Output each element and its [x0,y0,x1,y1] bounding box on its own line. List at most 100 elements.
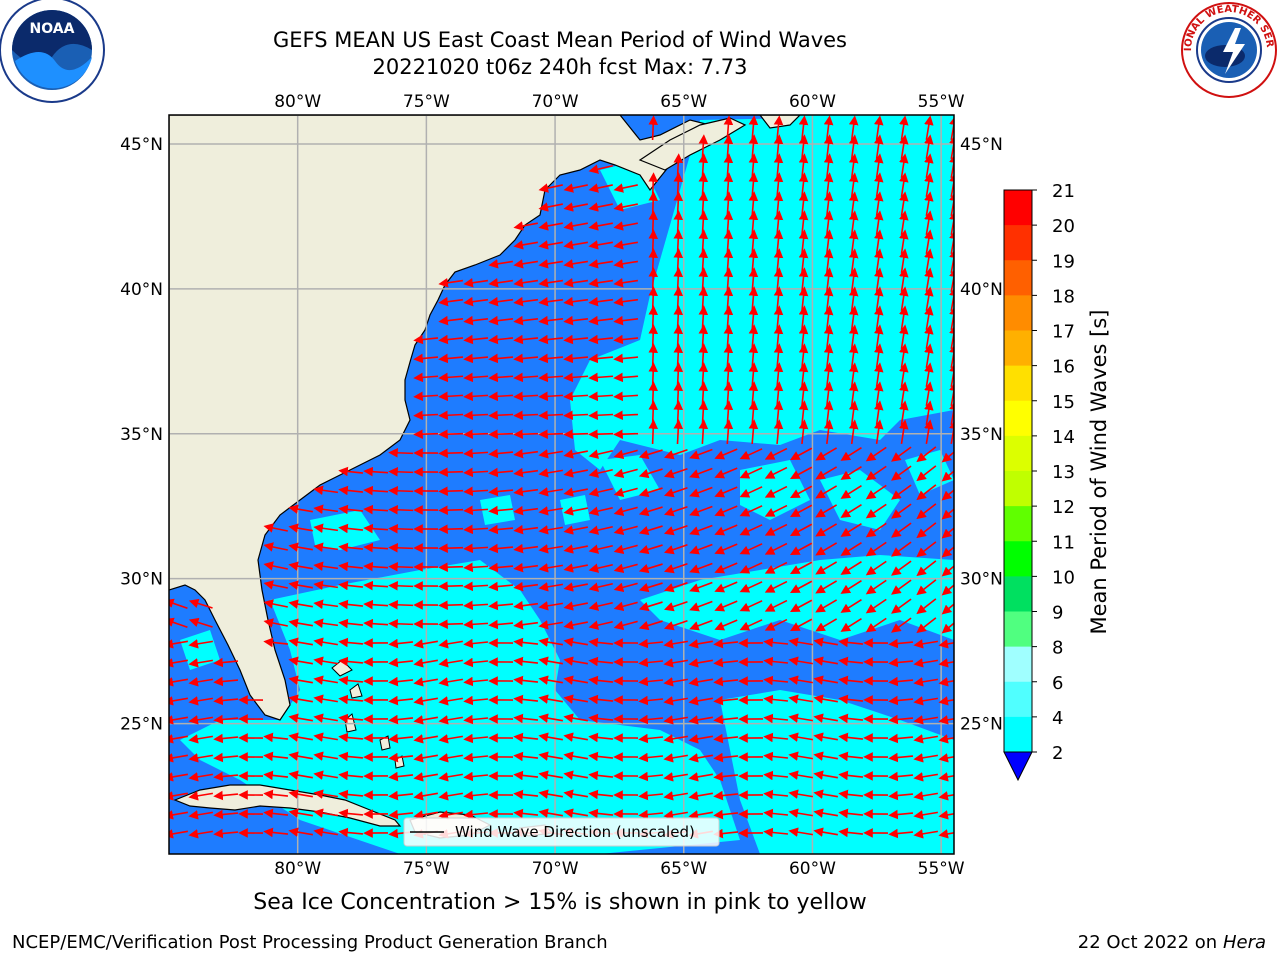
wind-wave-arrow [169,639,188,649]
wind-wave-arrow [689,581,713,593]
wind-wave-arrow [865,560,887,576]
wind-wave-arrow [888,695,914,706]
wind-wave-arrow [313,751,338,761]
colorbar-tick-label: 4 [1052,708,1063,729]
wind-wave-arrow [891,579,912,595]
wind-wave-arrow [488,429,514,439]
wind-wave-arrow [169,658,188,668]
wind-wave-arrow [613,221,638,231]
wind-wave-arrow [739,467,763,479]
wind-wave-arrow [188,715,213,725]
wind-wave-arrow [840,465,862,480]
wind-wave-arrow [288,542,313,552]
wind-wave-arrow [663,715,688,725]
wind-wave-arrow [363,599,389,610]
wind-wave-arrow [338,637,364,648]
wind-wave-arrow [613,468,638,478]
wind-wave-arrow [463,505,489,516]
wind-wave-arrow [463,733,489,744]
wind-wave-arrow [438,581,464,591]
wind-wave-arrow [538,751,563,761]
wind-wave-arrow [815,542,838,556]
wind-wave-arrow [563,353,589,364]
wind-wave-arrow [188,696,213,706]
wind-wave-arrow [263,561,288,571]
wind-wave-arrow [763,827,789,838]
wind-wave-arrow [363,504,389,515]
wind-wave-arrow [388,752,414,763]
wind-wave-arrow [648,210,659,236]
wind-wave-arrow [438,639,463,649]
wind-wave-arrow [739,619,763,631]
wind-wave-arrow [488,467,514,478]
wind-wave-arrow [688,677,713,687]
wind-wave-arrow [388,524,414,534]
wind-wave-arrow [488,486,514,497]
wind-wave-arrow [513,694,539,705]
wind-wave-arrow [288,770,313,780]
wind-wave-arrow [463,809,489,820]
wind-wave-arrow [563,487,588,497]
wind-wave-arrow [338,523,364,534]
credit-left: NCEP/EMC/Verification Post Processing Pr… [12,932,608,953]
wind-wave-arrow [714,581,738,593]
wind-wave-arrow [673,324,684,350]
wind-wave-arrow [288,618,313,628]
wind-wave-arrow [488,353,514,364]
colorbar-tick-label: 21 [1052,181,1075,202]
wind-wave-arrow [941,565,954,577]
wind-wave-arrow [463,524,489,535]
wind-wave-arrow [488,410,514,421]
wind-wave-arrow [916,446,937,463]
credit-right: 22 Oct 2022 on Hera [1078,932,1266,953]
colorbar-tick-label: 18 [1052,286,1075,307]
wind-wave-arrow [663,677,688,687]
colorbar-tick-label: 19 [1052,251,1075,272]
wind-wave-arrow [563,183,588,193]
wind-wave-arrow [338,542,364,553]
wind-wave-arrow [789,485,813,499]
lon-label-bottom: 75°W [403,859,450,879]
wind-wave-arrow [438,715,463,725]
wind-wave-arrow [865,503,887,519]
wind-wave-arrow [673,400,684,426]
wind-wave-arrow [413,353,439,364]
wind-wave-arrow [313,827,338,837]
wind-wave-arrow [916,617,937,634]
wind-wave-arrow [463,600,489,611]
wind-wave-arrow [913,753,938,763]
wind-wave-arrow [563,372,589,383]
wind-wave-arrow [764,504,788,517]
wind-wave-arrow [938,753,954,763]
wind-wave-arrow [313,656,338,666]
wind-wave-arrow [488,562,514,573]
wind-wave-arrow [815,466,838,480]
wind-wave-arrow [739,581,763,593]
wind-wave-arrow [638,601,663,612]
wind-wave-arrow [463,277,489,288]
wind-wave-arrow [288,713,313,723]
wind-wave-arrow [713,657,739,668]
wind-wave-arrow [488,619,514,630]
wind-wave-arrow [663,791,688,801]
wind-wave-arrow [913,772,938,782]
wind-wave-arrow [188,753,213,763]
wind-wave-arrow [938,829,954,839]
wind-wave-arrow [888,752,914,763]
colorbar-segment [1004,611,1032,648]
noaa-logo-text: NOAA [30,21,75,37]
wind-wave-arrow [563,410,589,421]
wind-wave-arrow [169,810,188,820]
wind-wave-arrow [838,675,864,686]
wind-wave-arrow [891,465,912,481]
wind-wave-arrow [438,791,463,801]
wind-wave-arrow [438,600,464,610]
wind-wave-arrow [488,524,514,535]
wind-wave-arrow [288,561,313,571]
wind-wave-arrow [513,656,539,667]
colorbar-tick-label: 16 [1052,357,1075,378]
lon-label-top: 55°W [918,92,965,112]
wind-wave-arrow [538,277,564,288]
wind-wave-arrow [538,713,563,723]
wind-wave-arrow [563,732,588,742]
